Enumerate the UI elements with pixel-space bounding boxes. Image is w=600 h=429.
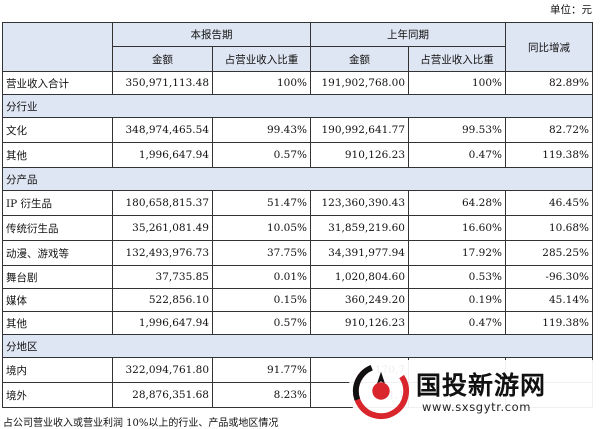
section-row-region: 分地区 [2,334,593,358]
table-row: 舞台剧 37,735.85 0.01% 1,020,804.60 0.53% -… [2,265,593,289]
change-cell: 119.38% [505,311,593,335]
total-current-share: 100% [212,71,311,95]
table-row: 媒体 522,856.10 0.15% 360,249.20 0.19% 45.… [2,288,593,312]
header-current-period: 本报告期 [112,22,311,47]
row-label: 文化 [2,117,113,143]
row-label: 传统衍生品 [2,215,113,241]
prior-share-cell: 0.53% [408,265,506,289]
prior-amount-cell: 360,249.20 [310,288,409,312]
table-row: 其他 1,996,647.94 0.57% 910,126.23 0.47% 1… [2,142,593,168]
prior-share-cell: 0.19% [408,288,506,312]
total-current-amount: 350,971,113.48 [112,71,213,95]
change-cell: 119.38% [505,142,593,168]
current-share-cell: 0.15% [212,288,311,312]
current-amount-cell: 28,876,351.68 [112,382,213,408]
row-label: 动漫、游戏等 [2,240,113,266]
row-label: 舞台剧 [2,265,113,289]
watermark-logo-icon [352,362,410,420]
change-cell: 10.68% [505,215,593,241]
current-amount-cell: 180,658,815.37 [112,190,213,216]
current-share-cell: 91.77% [212,357,311,383]
prior-share-cell: 99.53% [408,117,506,143]
watermark-name: 国投新游网 [416,371,547,400]
prior-amount-cell: 910,126.23 [310,311,409,335]
table-row: 文化 348,974,465.54 99.43% 190,992,641.77 … [2,117,593,143]
current-amount-cell: 1,996,647.94 [112,142,213,168]
header-current-share: 占营业收入比重 [212,46,311,72]
prior-amount-cell: 123,360,390.43 [310,190,409,216]
header-row-periods: 本报告期 上年同期 同比增减 [2,22,593,72]
header-prior-period: 上年同期 [310,22,506,47]
row-label: 其他 [2,311,113,335]
table-row: 其他 1,996,647.94 0.57% 910,126.23 0.47% 1… [2,311,593,335]
prior-share-cell: 0.47% [408,142,506,168]
row-label: 其他 [2,142,113,168]
change-cell: 45.14% [505,288,593,312]
table-row: 动漫、游戏等 132,493,976.73 37.75% 34,391,977.… [2,240,593,266]
section-row-industry: 分行业 [2,94,593,118]
current-amount-cell: 522,856.10 [112,288,213,312]
current-share-cell: 8.23% [212,382,311,408]
current-amount-cell: 132,493,976.73 [112,240,213,266]
current-share-cell: 51.47% [212,190,311,216]
prior-amount-cell: 31,859,219.60 [310,215,409,241]
current-share-cell: 0.01% [212,265,311,289]
current-amount-cell: 322,094,761.80 [112,357,213,383]
current-share-cell: 0.57% [212,142,311,168]
header-row-columns: 金额 占营业收入比重 金额 占营业收入比重 [3,46,593,72]
header-blank-cell [2,22,113,72]
current-share-cell: 10.05% [212,215,311,241]
section-title: 分产品 [2,167,593,191]
current-amount-cell: 348,974,465.54 [112,117,213,143]
current-share-cell: 37.75% [212,240,311,266]
current-share-cell: 99.43% [212,117,311,143]
section-title: 分地区 [2,334,593,358]
row-label: IP 衍生品 [2,190,113,216]
prior-amount-cell: 34,391,977.94 [310,240,409,266]
row-label: 境外 [2,382,113,408]
section-title: 分行业 [2,94,593,118]
header-current-amount: 金额 [112,46,213,72]
total-prior-share: 100% [408,71,506,95]
header-yoy-change: 同比增减 [505,22,593,72]
current-amount-cell: 1,996,647.94 [112,311,213,335]
prior-amount-cell: 910,126.23 [310,142,409,168]
watermark-badge: 国投新游网 www.sxsgytr.com [348,360,596,422]
change-cell: 82.72% [505,117,593,143]
total-label: 营业收入合计 [2,71,113,95]
prior-share-cell: 64.28% [408,190,506,216]
row-label: 境内 [2,357,113,383]
header-prior-share: 占营业收入比重 [408,46,506,72]
table-row: 传统衍生品 35,261,081.49 10.05% 31,859,219.60… [2,215,593,241]
table-row: IP 衍生品 180,658,815.37 51.47% 123,360,390… [2,190,593,216]
watermark-url: www.sxsgytr.com [422,400,532,414]
change-cell: 285.25% [505,240,593,266]
prior-share-cell: 0.47% [408,311,506,335]
current-share-cell: 0.57% [212,311,311,335]
change-cell: 46.45% [505,190,593,216]
total-prior-amount: 191,902,768.00 [310,71,409,95]
prior-share-cell: 16.60% [408,215,506,241]
total-row: 营业收入合计 350,971,113.48 100% 191,902,768.0… [2,71,593,95]
row-label: 媒体 [2,288,113,312]
total-change: 82.89% [505,71,593,95]
header-prior-amount: 金额 [310,46,409,72]
prior-amount-cell: 190,992,641.77 [310,117,409,143]
current-amount-cell: 35,261,081.49 [112,215,213,241]
section-row-product: 分产品 [2,167,593,191]
current-amount-cell: 37,735.85 [112,265,213,289]
prior-amount-cell: 1,020,804.60 [310,265,409,289]
footnote: 占公司营业收入或营业利润 10%以上的行业、产品或地区情况 [3,418,279,429]
prior-share-cell: 17.92% [408,240,506,266]
unit-label: 单位：元 [550,4,592,16]
revenue-breakdown-table: 本报告期 上年同期 同比增减 金额 占营业收入比重 金额 占营业收入比重 营业收… [2,22,593,408]
change-cell: -96.30% [505,265,593,289]
